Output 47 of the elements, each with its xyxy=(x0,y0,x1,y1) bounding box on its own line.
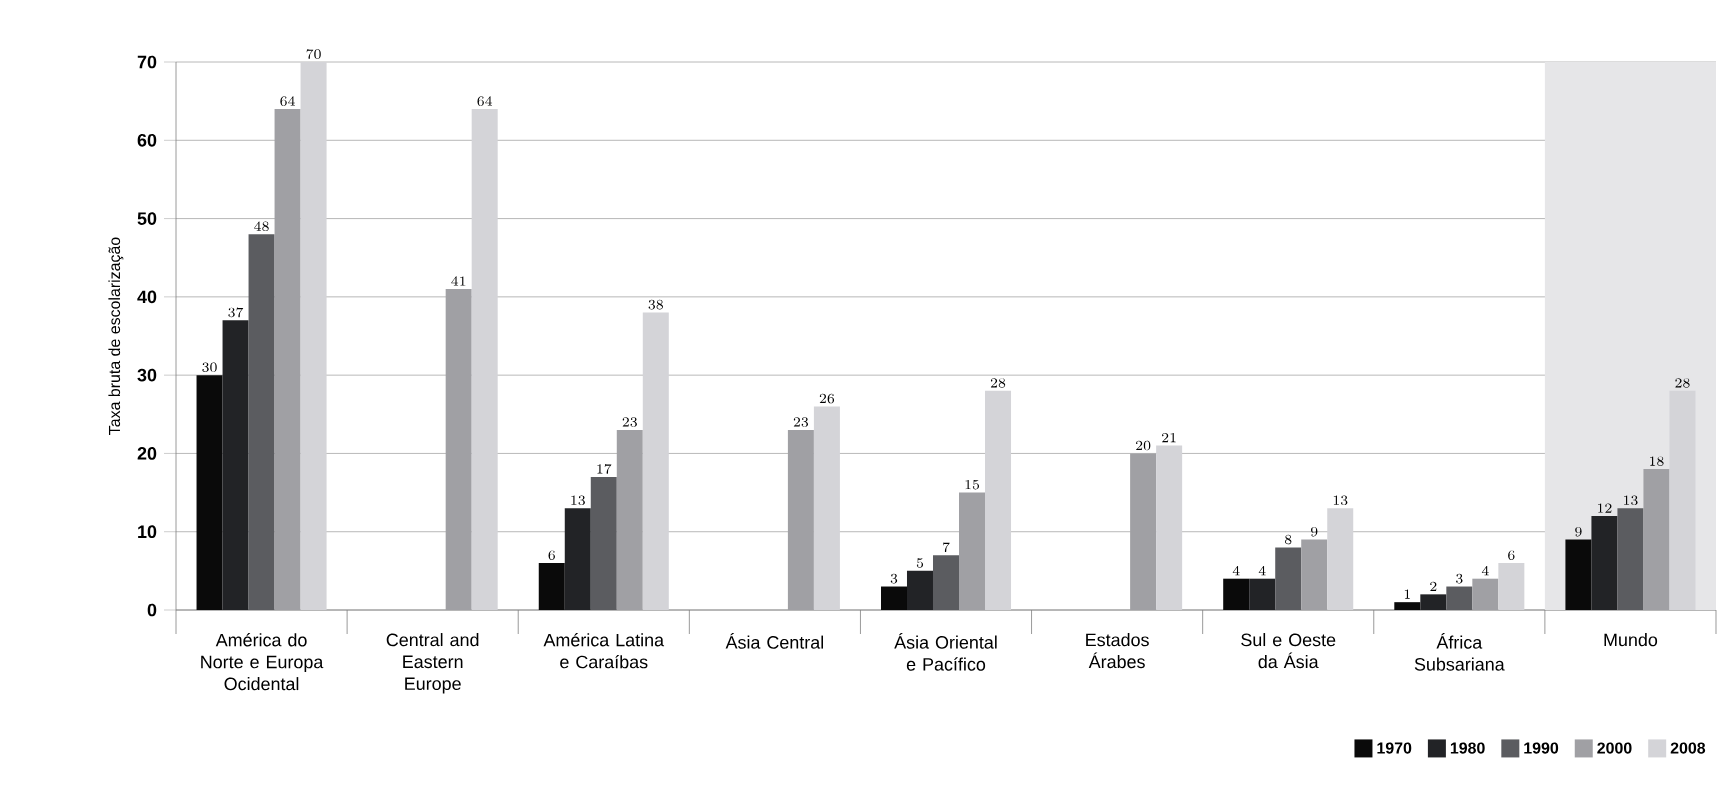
bar xyxy=(1446,586,1473,610)
bar xyxy=(906,570,933,610)
bar xyxy=(1498,563,1525,610)
x-tick-label: Ásia Oriental e Pacífico xyxy=(894,633,997,671)
x-tick-label: Mundo xyxy=(1604,633,1658,647)
x-tick-label: América Latina e Caraíbas xyxy=(543,633,665,669)
bar xyxy=(813,406,840,610)
bar xyxy=(985,390,1012,610)
bar xyxy=(222,320,249,610)
y-tick-label: 40 xyxy=(137,290,157,304)
x-tick-label: Estados Árabes xyxy=(1086,633,1149,669)
x-tick-label: Central and Eastern Europe xyxy=(386,633,479,694)
y-tick-label: 50 xyxy=(137,212,157,225)
bar xyxy=(1420,594,1447,610)
bar xyxy=(1591,516,1618,610)
x-tick-label: África Subsariana xyxy=(1414,633,1505,671)
bar xyxy=(1223,578,1250,610)
bar xyxy=(1327,508,1354,610)
bar xyxy=(1301,539,1328,610)
y-tick-label: 60 xyxy=(137,133,157,147)
bar xyxy=(1275,547,1302,610)
bar xyxy=(1156,445,1183,610)
bar xyxy=(538,563,565,610)
bar xyxy=(1669,390,1696,610)
y-tick-label: 10 xyxy=(138,525,157,539)
bar xyxy=(932,555,959,610)
bar xyxy=(1643,469,1670,610)
bar xyxy=(248,234,275,610)
bar xyxy=(590,476,617,610)
bar xyxy=(1617,508,1644,610)
bar xyxy=(642,312,669,610)
y-tick-label: 30 xyxy=(137,368,157,382)
x-tick-label: Sul e Oeste da Ásia xyxy=(1241,633,1336,669)
x-tick-label: América do Norte e Europa Ocidental xyxy=(201,633,324,691)
bar xyxy=(1249,578,1276,610)
y-tick-label: 20 xyxy=(137,447,157,460)
bar xyxy=(300,62,327,610)
y-tick-label: 0 xyxy=(147,603,157,617)
bar xyxy=(1472,578,1499,610)
bar xyxy=(564,508,591,610)
bar xyxy=(1565,539,1592,610)
bar xyxy=(880,586,907,610)
bar xyxy=(471,108,498,610)
bar xyxy=(1394,602,1421,610)
x-tick-label: Ásia Central xyxy=(725,633,823,649)
bar xyxy=(196,375,223,610)
y-tick-label: 70 xyxy=(137,55,157,69)
